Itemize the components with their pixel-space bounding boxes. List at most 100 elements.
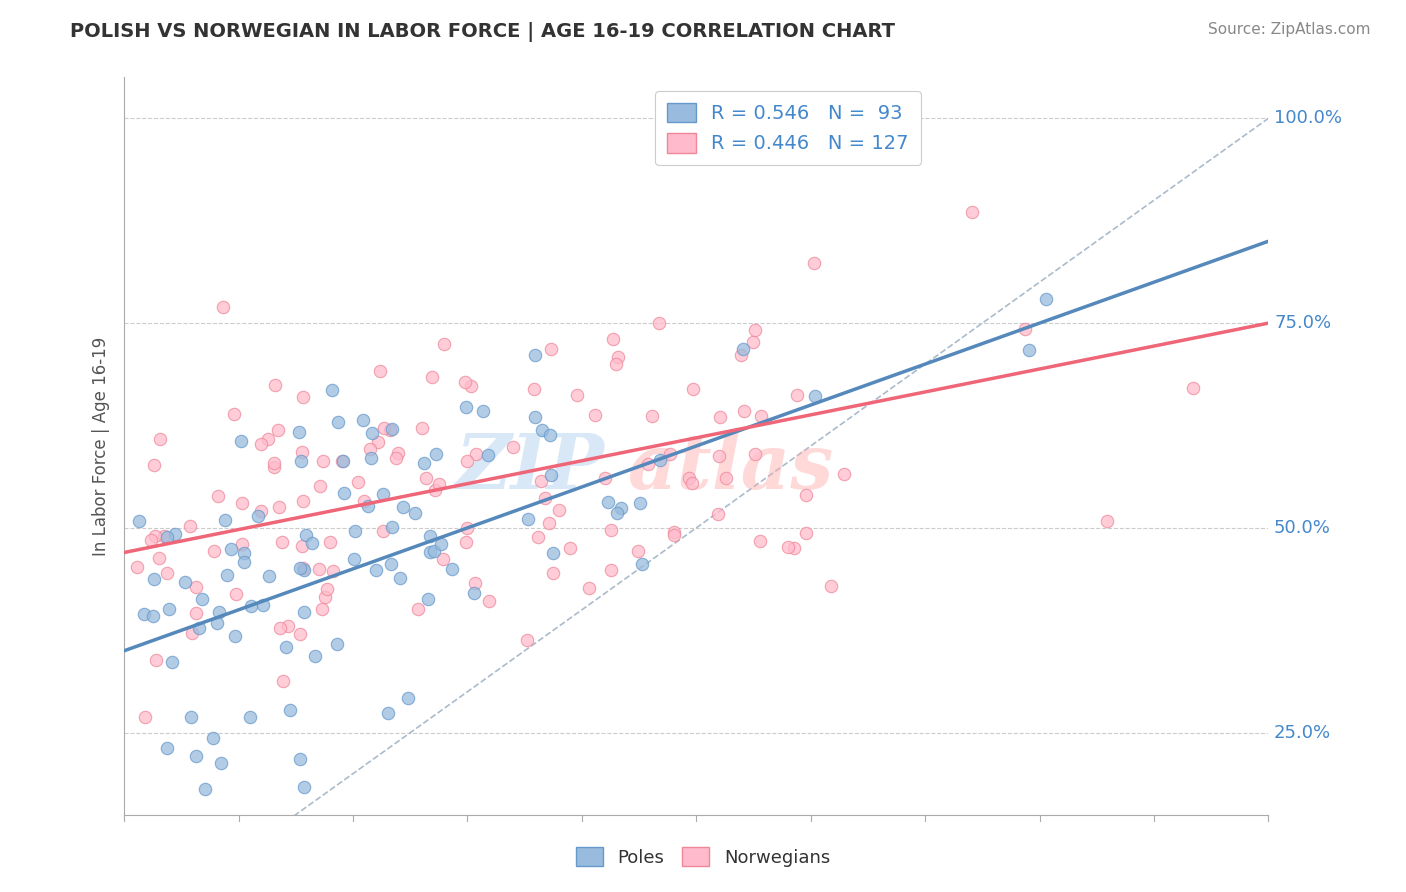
Point xyxy=(741,335,763,350)
Point xyxy=(287,425,309,439)
Point xyxy=(662,524,685,539)
Point xyxy=(707,507,730,521)
Point xyxy=(134,710,156,724)
Point xyxy=(523,348,546,362)
Point xyxy=(641,409,664,424)
Point xyxy=(128,515,150,529)
Point xyxy=(471,404,494,418)
Point xyxy=(134,607,156,621)
Point xyxy=(191,591,214,606)
Point xyxy=(820,579,842,593)
Point xyxy=(326,415,349,429)
Text: POLISH VS NORWEGIAN IN LABOR FORCE | AGE 16-19 CORRELATION CHART: POLISH VS NORWEGIAN IN LABOR FORCE | AGE… xyxy=(70,22,896,42)
Point xyxy=(396,690,419,705)
Point xyxy=(537,516,560,530)
Point xyxy=(783,541,806,556)
Point xyxy=(184,749,207,764)
Text: Source: ZipAtlas.com: Source: ZipAtlas.com xyxy=(1208,22,1371,37)
Text: ZIP: ZIP xyxy=(456,431,605,505)
Point xyxy=(256,432,278,446)
Point xyxy=(214,513,236,527)
Point xyxy=(149,432,172,446)
Point xyxy=(352,413,374,427)
Point xyxy=(432,552,454,566)
Point xyxy=(730,348,752,362)
Point xyxy=(578,581,600,595)
Point xyxy=(1035,293,1057,307)
Point xyxy=(425,448,447,462)
Point xyxy=(309,479,332,493)
Point xyxy=(534,491,557,506)
Point xyxy=(239,710,262,724)
Point xyxy=(207,616,229,631)
Point xyxy=(477,448,499,462)
Point xyxy=(142,608,165,623)
Point xyxy=(384,450,406,465)
Point xyxy=(411,420,433,434)
Point xyxy=(430,537,453,551)
Point xyxy=(540,468,562,483)
Point xyxy=(418,592,440,607)
Point xyxy=(267,423,290,437)
Point xyxy=(456,521,478,535)
Point xyxy=(180,709,202,723)
Point xyxy=(304,649,326,664)
Point xyxy=(627,544,650,558)
Point xyxy=(231,536,253,550)
Point xyxy=(1181,381,1204,395)
Point xyxy=(367,435,389,450)
Point xyxy=(292,605,315,619)
Point xyxy=(368,363,391,377)
Point xyxy=(648,316,671,330)
Text: 75.0%: 75.0% xyxy=(1274,314,1331,332)
Point xyxy=(347,475,370,489)
Point xyxy=(425,483,447,497)
Point xyxy=(415,471,437,485)
Point xyxy=(148,551,170,566)
Point xyxy=(749,533,772,548)
Point xyxy=(315,582,337,596)
Point xyxy=(371,524,394,538)
Point xyxy=(257,569,280,583)
Point xyxy=(186,580,208,594)
Point xyxy=(180,626,202,640)
Point xyxy=(558,541,581,556)
Point xyxy=(709,410,731,425)
Point xyxy=(744,447,766,461)
Point xyxy=(422,543,444,558)
Point xyxy=(733,342,755,356)
Point xyxy=(628,496,651,510)
Point xyxy=(596,495,619,509)
Point xyxy=(380,557,402,571)
Point xyxy=(606,507,628,521)
Point xyxy=(292,780,315,794)
Point xyxy=(232,555,254,569)
Point xyxy=(201,731,224,745)
Point xyxy=(360,451,382,466)
Point xyxy=(796,525,818,540)
Point xyxy=(427,476,450,491)
Point xyxy=(276,640,298,654)
Legend: R = 0.546   N =  93, R = 0.446   N = 127: R = 0.546 N = 93, R = 0.446 N = 127 xyxy=(655,91,921,165)
Point xyxy=(291,493,314,508)
Point xyxy=(359,442,381,456)
Point xyxy=(269,621,291,635)
Point xyxy=(269,500,291,514)
Point xyxy=(662,528,685,542)
Point xyxy=(373,421,395,435)
Point xyxy=(229,434,252,449)
Point xyxy=(523,409,546,424)
Point xyxy=(290,561,312,575)
Point xyxy=(744,323,766,337)
Text: 25.0%: 25.0% xyxy=(1274,723,1331,741)
Point xyxy=(311,454,333,468)
Point xyxy=(456,453,478,467)
Point xyxy=(271,673,294,688)
Text: 50.0%: 50.0% xyxy=(1274,519,1331,537)
Point xyxy=(332,485,354,500)
Point xyxy=(681,475,703,490)
Point xyxy=(250,437,273,451)
Point xyxy=(211,300,233,314)
Point xyxy=(301,536,323,550)
Point xyxy=(682,383,704,397)
